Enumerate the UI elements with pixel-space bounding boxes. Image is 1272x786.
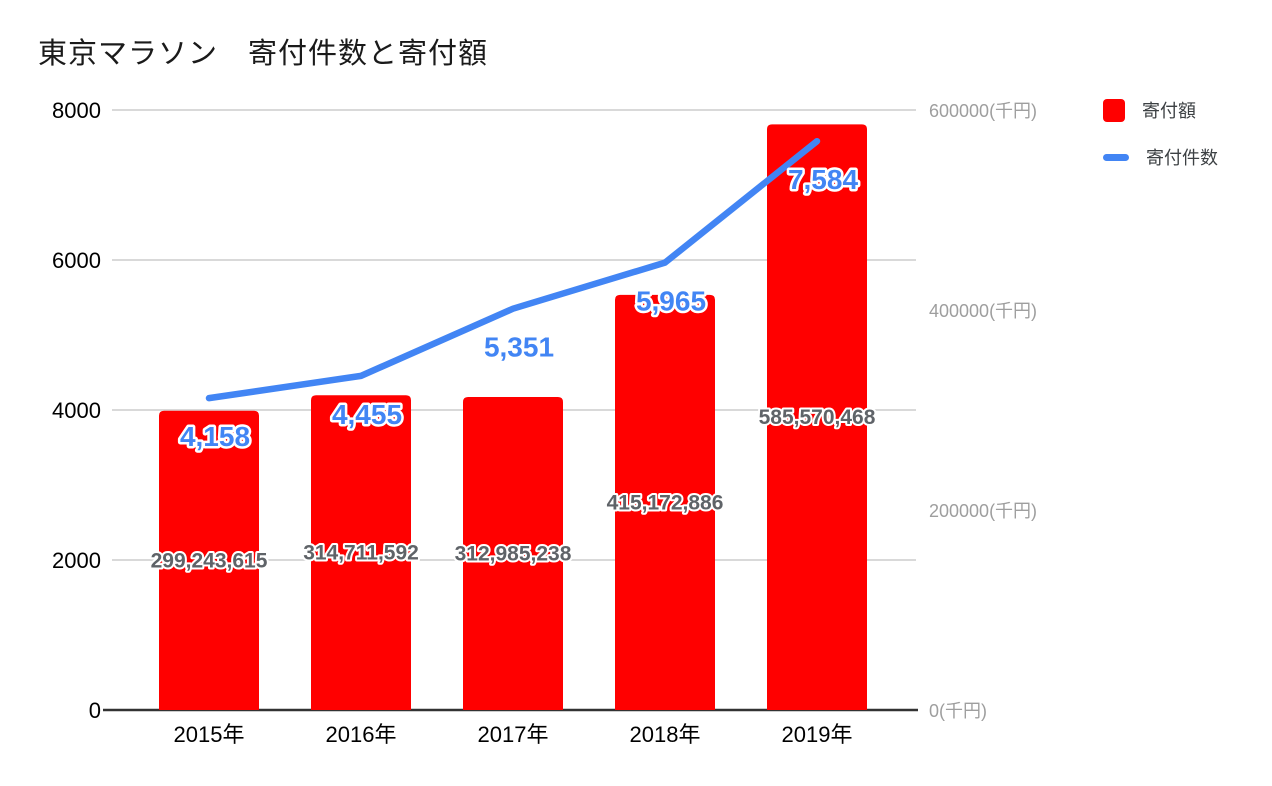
x-axis-category-label: 2018年 [630,722,701,747]
left-axis-tick-label: 0 [89,698,101,723]
bar-2017年[interactable] [463,397,563,710]
right-axis-tick-label: 0(千円) [929,701,987,721]
left-axis-tick-label: 4000 [52,398,101,423]
bar-value-label: 314,711,592 [303,542,419,565]
x-axis-category-label: 2019年 [782,722,853,747]
x-axis-category-label: 2015年 [174,722,245,747]
bar-2016年[interactable] [311,395,411,710]
legend-label-donation-amount: 寄付額 [1142,101,1196,121]
line-value-label: 4,158 [180,421,250,452]
legend-item-donation-amount[interactable]: 寄付額 [1103,97,1218,123]
line-series-swatch-icon [1103,153,1129,161]
bar-series-swatch-icon [1103,98,1125,122]
chart-title: 東京マラソン 寄付件数と寄付額 [38,38,489,70]
bar-value-label: 585,570,468 [759,406,876,429]
donation-count-line[interactable] [205,137,821,402]
x-axis-category-label: 2016年 [326,722,397,747]
right-axis-tick-label: 200000(千円) [929,501,1037,521]
right-axis-tick-label: 600000(千円) [929,101,1037,121]
line-value-label: 5,351 [484,332,554,363]
bar-2019年[interactable] [767,124,867,710]
line-value-label: 5,965 [636,286,706,317]
left-axis-tick-label: 2000 [52,548,101,573]
bar-value-label: 299,243,615 [151,549,268,572]
bar-value-label: 415,172,886 [607,491,724,514]
bar-value-label: 312,985,238 [455,543,572,566]
line-value-label: 4,455 [332,399,402,430]
left-axis-tick-label: 6000 [52,248,101,273]
legend: 寄付額 寄付件数 [1103,97,1218,170]
x-axis-category-label: 2017年 [478,722,549,747]
left-axis-tick-label: 8000 [52,98,101,123]
right-axis-tick-label: 400000(千円) [929,301,1037,321]
bar-2015年[interactable] [159,410,259,710]
legend-item-donation-count[interactable]: 寄付件数 [1103,144,1218,170]
legend-label-donation-count: 寄付件数 [1146,148,1218,168]
bar-2018年[interactable] [615,294,715,710]
line-value-label: 7,584 [788,164,858,195]
